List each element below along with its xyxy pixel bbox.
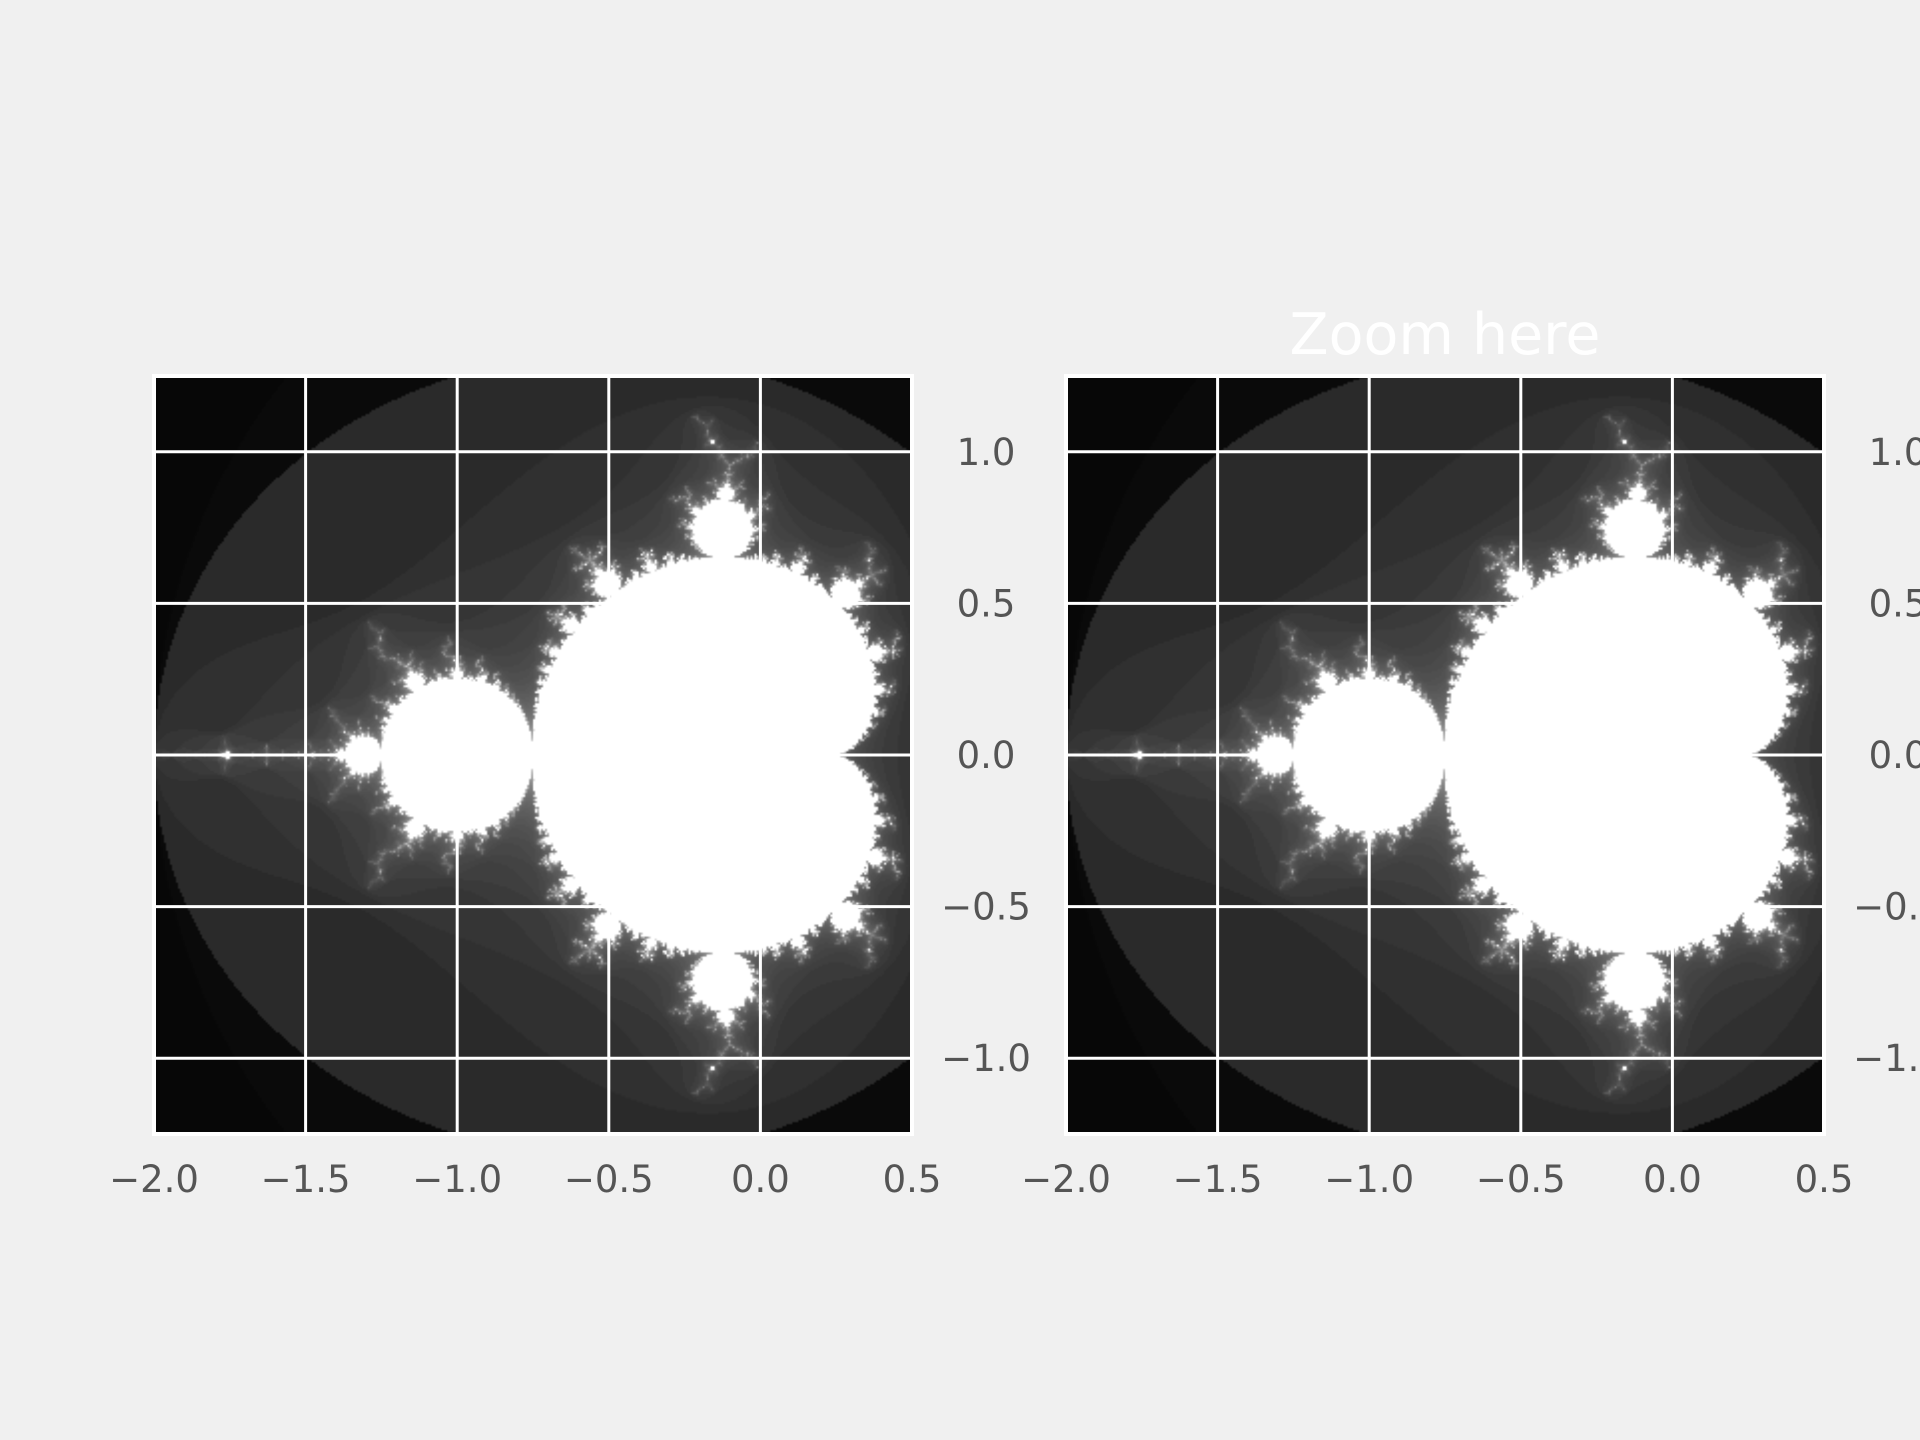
x-tick-label: −0.5 xyxy=(564,1158,654,1201)
x-tick-label: −1.0 xyxy=(1324,1158,1414,1201)
x-tick-label: 0.5 xyxy=(1795,1158,1854,1201)
y-tick-label: −0.5 xyxy=(941,886,1031,929)
y-tick-label: 0.0 xyxy=(957,734,1016,777)
x-tick-label: −2.0 xyxy=(109,1158,199,1201)
y-tick-label: 0.0 xyxy=(1869,734,1920,777)
panel-1: −2.0 −1.5 −1.0 −0.5 0.0 0.5 1.0 0.5 0.0 −0.5 −1.0 xyxy=(109,374,1031,1201)
panel-title: Zoom here xyxy=(1290,302,1601,368)
y-tick-label: 0.5 xyxy=(1869,582,1920,625)
y-tick-label: 1.0 xyxy=(957,431,1016,474)
y-tick-label: −1.0 xyxy=(941,1037,1031,1080)
y-tick-label: 1.0 xyxy=(1869,431,1920,474)
x-tick-label: −1.5 xyxy=(1173,1158,1263,1201)
panel-2: −2.0 −1.5 −1.0 −0.5 0.0 0.5 1.0 0.5 0.0 −0.5 −1.0 Z… xyxy=(1021,302,1920,1201)
x-tick-label: 0.5 xyxy=(883,1158,942,1201)
x-tick-label: 0.0 xyxy=(731,1158,790,1201)
y-tick-label: −1.0 xyxy=(1853,1037,1920,1080)
axes-frame xyxy=(152,374,914,1136)
x-tick-label: −0.5 xyxy=(1476,1158,1566,1201)
y-tick-label: −0.5 xyxy=(1853,886,1920,929)
x-tick-label: 0.0 xyxy=(1643,1158,1702,1201)
x-tick-label: −2.0 xyxy=(1021,1158,1111,1201)
x-tick-label: −1.5 xyxy=(261,1158,351,1201)
axes-frame xyxy=(1064,374,1826,1136)
y-tick-label: 0.5 xyxy=(957,582,1016,625)
x-tick-label: −1.0 xyxy=(412,1158,502,1201)
